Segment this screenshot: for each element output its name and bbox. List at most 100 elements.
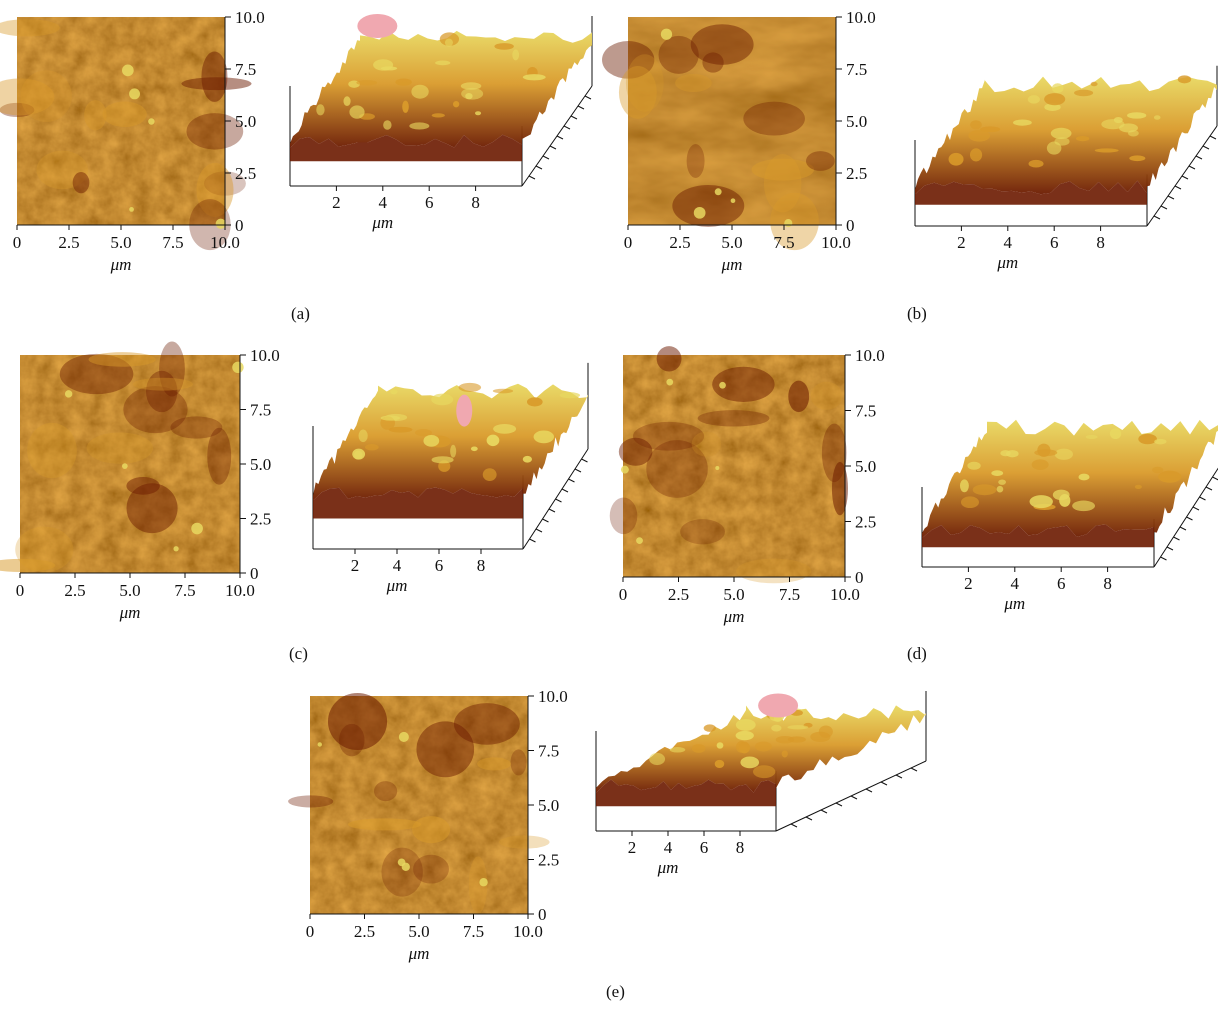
surface-front-face (922, 524, 1154, 548)
surface-unit-label: μm (1003, 594, 1025, 613)
x-axis-unit-label: μm (408, 944, 430, 963)
x-tick-label: 0 (16, 581, 25, 600)
height-map-features (288, 692, 550, 914)
x-axis-unit-label: μm (110, 255, 132, 274)
surface-front-face (596, 779, 776, 807)
panel-c-3d-surface: 2 4 6 8 μm (312, 362, 589, 595)
surface-x-tick-label: 2 (628, 838, 637, 857)
y-tick-label: 10.0 (855, 346, 885, 365)
x-axis-unit-label: μm (723, 607, 745, 626)
surface-x-axis: 2 4 6 8 (964, 567, 1112, 593)
surface-x-tick-label: 4 (1004, 233, 1013, 252)
x-tick-label: 2.5 (668, 585, 689, 604)
surface-unit-label: μm (371, 213, 393, 232)
y-tick-label: 10.0 (250, 346, 280, 365)
height-map-features (0, 341, 244, 573)
surface-features (316, 32, 546, 130)
x-axis: 0 2.5 5.0 7.5 10.0 (306, 913, 543, 941)
surface-unit-label: μm (386, 576, 408, 595)
surface-features (352, 382, 581, 481)
y-tick-label: 0 (855, 568, 864, 587)
panel-e-3d-surface: 2 4 6 8 μm (595, 691, 927, 877)
x-tick-label: 7.5 (773, 233, 794, 252)
surface-x-tick-label: 2 (964, 574, 973, 593)
panel-b-label: (b) (907, 304, 927, 323)
x-axis: 0 2.5 5.0 7.5 10.0 (16, 572, 255, 600)
x-tick-label: 0 (13, 233, 22, 252)
surface-x-tick-label: 8 (471, 193, 480, 212)
y-tick-label: 7.5 (846, 60, 867, 79)
surface-x-axis: 2 4 6 8 (351, 549, 485, 575)
surface-top (290, 30, 592, 148)
y-tick-label: 2.5 (846, 164, 867, 183)
y-tick-label: 5.0 (538, 796, 559, 815)
surface-unit-label: μm (657, 858, 679, 877)
surface-axes (595, 691, 927, 832)
surface-x-tick-label: 4 (664, 838, 673, 857)
y-tick-label: 5.0 (855, 457, 876, 476)
x-tick-label: 0 (306, 922, 315, 941)
surface-top (922, 419, 1218, 538)
y-tick-label: 2.5 (250, 510, 271, 529)
height-map-texture (20, 355, 240, 573)
y-tick-label: 5.0 (250, 455, 271, 474)
surface-x-tick-label: 4 (393, 556, 402, 575)
y-tick-label: 2.5 (538, 851, 559, 870)
x-tick-label: 10.0 (225, 581, 255, 600)
surface-front-face (313, 487, 523, 519)
surface-x-tick-label: 6 (700, 838, 709, 857)
surface-x-tick-label: 6 (1057, 574, 1066, 593)
y-tick-label: 2.5 (855, 513, 876, 532)
y-axis: 0 2.5 5.0 7.5 10.0 (239, 346, 280, 583)
surface-x-tick-label: 2 (351, 556, 360, 575)
y-tick-label: 10.0 (235, 8, 265, 27)
surface-x-tick-label: 6 (1050, 233, 1059, 252)
x-tick-label: 10.0 (210, 233, 240, 252)
x-tick-label: 7.5 (463, 922, 484, 941)
panel-c-height-map: 02.55.07.510.00 2.5 5.0 7.5 10.0μm (0, 341, 280, 622)
panel-e-height-map: 02.55.07.510.00 2.5 5.0 7.5 10.0μm (288, 687, 568, 963)
x-tick-label: 5.0 (723, 585, 744, 604)
x-tick-label: 2.5 (669, 233, 690, 252)
x-tick-label: 7.5 (174, 581, 195, 600)
y-axis: 0 2.5 5.0 7.5 10.0 (835, 8, 876, 235)
y-tick-label: 0 (538, 905, 547, 924)
y-axis: 0 2.5 5.0 7.5 10.0 (844, 346, 885, 587)
surface-peak (357, 14, 398, 38)
x-axis: 0 2.5 5.0 7.5 10.0 (619, 576, 860, 604)
height-map-features (602, 24, 835, 251)
y-tick-label: 2.5 (235, 164, 256, 183)
y-tick-label: 0 (250, 564, 259, 583)
y-tick-label: 5.0 (235, 112, 256, 131)
height-map-texture (628, 17, 836, 225)
x-tick-label: 2.5 (64, 581, 85, 600)
surface-front-face (290, 134, 522, 162)
x-tick-label: 2.5 (354, 922, 375, 941)
surface-front-face (915, 180, 1147, 205)
panel-b-3d-surface: 2 4 6 8 μm (914, 65, 1218, 272)
surface-x-tick-label: 8 (1096, 233, 1105, 252)
panel-d-3d-surface: 2 4 6 8 μm (921, 419, 1218, 613)
x-tick-label: 7.5 (162, 233, 183, 252)
y-tick-label: 7.5 (250, 401, 271, 420)
y-axis: 0 2.5 5.0 7.5 10.0 (224, 8, 265, 235)
x-tick-label: 10.0 (830, 585, 860, 604)
x-tick-label: 5.0 (408, 922, 429, 941)
x-axis-unit-label: μm (119, 603, 141, 622)
panel-a-height-map: 02.55.07.510.00 2.5 5.0 7.5 10.0μm (0, 8, 265, 274)
y-tick-label: 0 (235, 216, 244, 235)
surface-x-axis: 2 4 6 8 (628, 831, 745, 857)
y-tick-label: 5.0 (846, 112, 867, 131)
surface-x-tick-label: 8 (1103, 574, 1112, 593)
x-tick-label: 5.0 (721, 233, 742, 252)
surface-x-tick-label: 6 (435, 556, 444, 575)
x-axis: 0 2.5 5.0 7.5 10.0 (13, 224, 240, 252)
surface-peak (758, 693, 799, 718)
panel-e-label: (e) (606, 982, 625, 1001)
surface-x-tick-label: 2 (332, 193, 341, 212)
surface-x-tick-label: 8 (736, 838, 745, 857)
panel-a-label: (a) (291, 304, 310, 323)
panel-c-label: (c) (289, 644, 308, 663)
surface-features (959, 428, 1182, 512)
x-tick-label: 2.5 (58, 233, 79, 252)
